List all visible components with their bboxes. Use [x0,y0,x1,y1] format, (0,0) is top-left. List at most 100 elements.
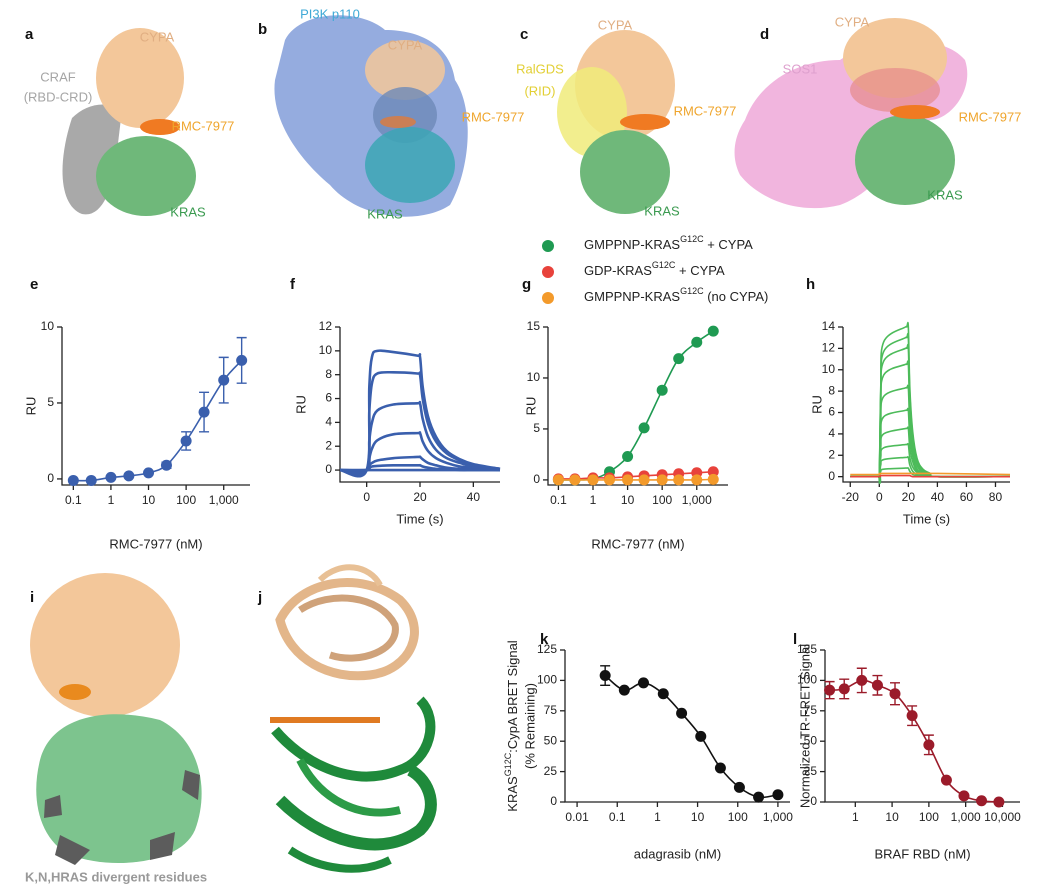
data-point [599,670,611,682]
x-tick-label: 1,000 [209,493,239,507]
legend-label: GDP-KRASG12C + CYPA [584,260,725,278]
y-tick-label: 10 [822,362,836,376]
x-tick-label: 10 [885,810,899,824]
series-line [850,384,1011,482]
x-axis-title: adagrasib (nM) [634,846,721,861]
data-point [198,406,210,418]
x-tick-label: 20 [413,490,427,504]
y-tick-label: 0 [810,794,817,808]
series-line [850,332,1011,484]
x-tick-label: 40 [467,490,481,504]
panel-letter: e [30,276,38,293]
series-line [558,330,714,481]
y-axis-title: RU [293,395,308,414]
data-point [143,467,155,479]
y-tick-label: 100 [797,673,817,687]
panel-letter: i [30,589,34,606]
x-tick-label: 60 [960,490,974,504]
series-line [850,472,1011,476]
data-point [707,466,719,478]
panel-letter: b [258,21,267,38]
panel-letter: l [793,631,797,648]
legend-marker [542,292,554,304]
legend-text: GDP-KRAS [584,263,652,278]
x-axis-title: BRAF RBD (nM) [874,846,970,861]
data-point [673,353,685,365]
data-point [656,384,668,396]
panel-letter: g [522,276,531,293]
series-line [339,431,501,473]
data-point [753,791,765,803]
data-point [180,435,192,447]
legend-sup: G12C [680,234,704,244]
y-tick-label: 0 [533,472,540,486]
x-tick-label: 0.01 [565,810,589,824]
legend-sup: G12C [652,260,676,270]
y-tick-label: 5 [47,395,54,409]
data-point [838,683,850,695]
data-point [958,790,970,802]
axis-line [564,650,790,803]
series-line [850,474,1010,478]
y-tick-label: 6 [325,391,332,405]
structure-label: CRAF [40,69,75,84]
legend-text: GMPPNP-KRAS [584,237,680,252]
y-tick-label: 25 [804,764,818,778]
y-tick-label: 15 [527,319,541,333]
data-point [569,474,581,486]
x-tick-label: 1 [590,493,597,507]
y-tick-label: 4 [828,426,835,440]
legend-label: GMPPNP-KRASG12C (no CYPA) [584,286,768,304]
data-point [637,677,649,689]
y-tick-label: 25 [544,764,558,778]
data-point [218,374,230,386]
structure-label: KRAS [644,203,680,218]
y-tick-label: 125 [537,642,557,656]
series-line [850,343,1011,484]
legend-marker [542,266,554,278]
structure-label: RMC-7977 [959,109,1022,124]
data-point [656,474,668,486]
axis-line [824,650,1020,803]
x-tick-label: 0 [876,490,883,504]
y-tick-label: 12 [319,319,333,333]
data-point [824,684,836,696]
data-point [676,707,688,719]
structure-d [734,18,968,209]
y-axis-title: RU [809,395,824,414]
y-tick-label: 75 [544,703,558,717]
x-tick-label: 80 [989,490,1003,504]
data-point [622,474,634,486]
y-tick-label: 50 [544,733,558,747]
structure-label: K,N,HRAS divergent residues [25,869,207,884]
series-line [829,679,999,803]
y-tick-label: 8 [828,383,835,397]
structure-c [557,30,675,214]
series-line [73,359,243,482]
panel-letter: f [290,276,296,293]
legend-label: GMPPNP-KRASG12C + CYPA [584,234,753,252]
x-tick-label: 0 [363,490,370,504]
x-tick-label: 100 [919,810,939,824]
x-tick-label: 0.1 [65,493,82,507]
data-point [695,730,707,742]
panel-letter: h [806,276,815,293]
structure-label: (RBD-CRD) [24,89,93,104]
data-point [940,774,952,786]
y-tick-label: 100 [537,673,557,687]
data-point [618,684,630,696]
axis-line [547,327,728,486]
x-tick-label: 1 [852,810,859,824]
data-point [889,688,901,700]
x-tick-label: 1 [654,810,661,824]
structure-i [30,573,202,865]
y-axis-title: Normalized TR-FRET Signal [797,644,812,808]
data-point [604,474,616,486]
x-tick-label: 10 [691,810,705,824]
series-line [850,360,1011,483]
data-point [638,422,650,434]
y-tick-label: 14 [822,319,836,333]
x-tick-label: 20 [902,490,916,504]
data-point [691,474,703,486]
y-tick-label: 2 [325,438,332,452]
